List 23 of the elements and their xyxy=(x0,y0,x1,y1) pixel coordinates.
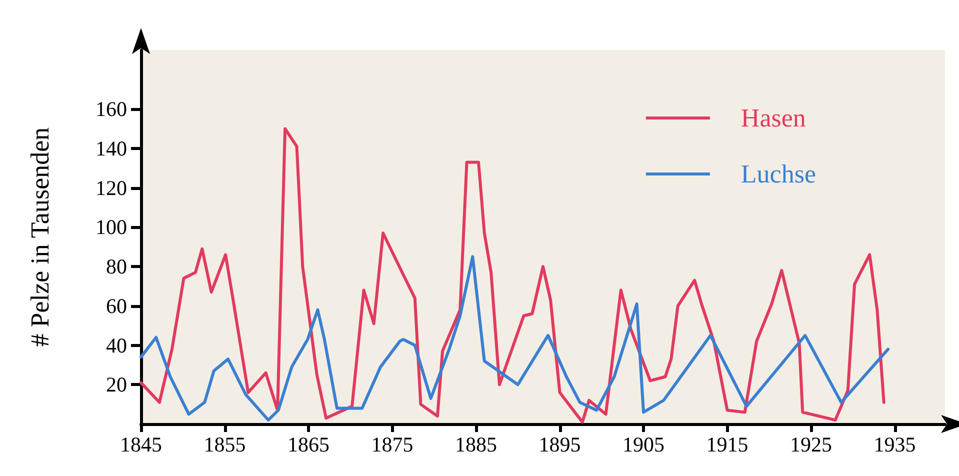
x-tick-label: 1885 xyxy=(455,432,497,456)
legend-label: Hasen xyxy=(740,104,806,132)
y-tick-label: 140 xyxy=(96,136,127,160)
legend-label: Luchse xyxy=(740,160,816,188)
y-tick-label: 160 xyxy=(96,97,127,122)
x-tick-label: 1915 xyxy=(706,432,748,456)
x-tick-label: 1925 xyxy=(790,432,832,456)
line-series xyxy=(140,127,886,424)
x-tick-label: 1845 xyxy=(120,432,162,456)
y-tick-label: 120 xyxy=(96,176,127,200)
y-tick-label: 60 xyxy=(106,294,127,318)
x-tick-label: 1875 xyxy=(371,432,414,456)
x-tick-label: 1895 xyxy=(538,432,581,456)
line-series xyxy=(140,255,890,422)
x-tick-label: 1855 xyxy=(204,432,246,456)
y-tick-label: 100 xyxy=(96,215,127,240)
y-tick-label: 20 xyxy=(106,372,127,397)
y-tick-label: 40 xyxy=(106,333,127,358)
x-tick-label: 1905 xyxy=(622,432,664,456)
y-axis-title: # Pelze in Tausenden xyxy=(26,127,54,347)
y-tick-label: 80 xyxy=(106,254,127,279)
x-tick-label: 1865 xyxy=(288,432,330,456)
x-tick-label: 1935 xyxy=(874,432,916,456)
